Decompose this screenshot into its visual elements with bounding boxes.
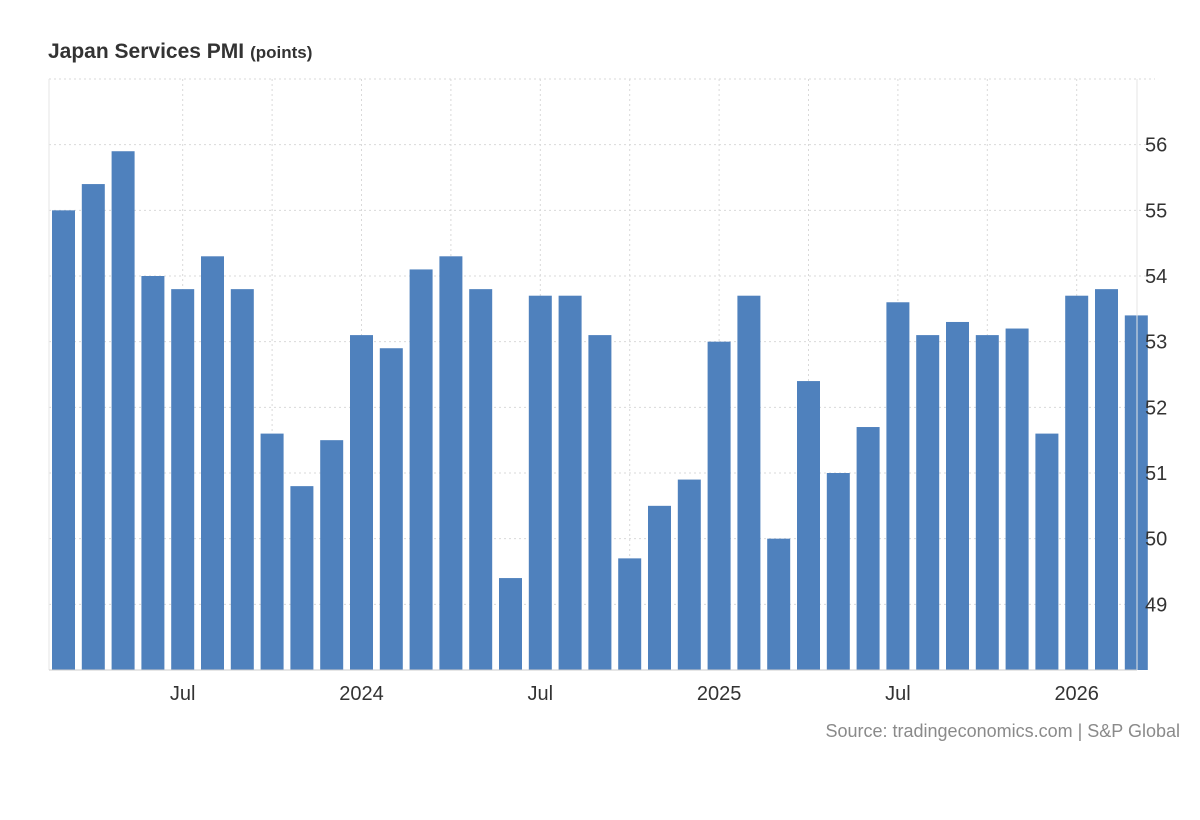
bar-2024-03 <box>409 269 433 670</box>
x-tick-label: Jul <box>170 683 196 705</box>
bar-2024-07 <box>528 295 552 670</box>
bars-group <box>52 151 1148 671</box>
bar-2024-09 <box>588 335 612 670</box>
bar-2023-11 <box>290 486 314 670</box>
x-tick-label: Jul <box>885 683 911 705</box>
bar-2023-04 <box>81 184 105 671</box>
x-tick-labels: Jul 2024 Jul 2025 Jul 2026 <box>170 683 1099 705</box>
bar-2024-12 <box>677 479 701 670</box>
bar-2024-02 <box>379 348 403 670</box>
bar-2025-07 <box>886 302 910 670</box>
bar-2026-03 <box>1124 315 1148 670</box>
bar-2025-05 <box>826 473 850 670</box>
x-tick-label: Jul <box>528 683 554 705</box>
bar-2026-01 <box>1065 295 1089 670</box>
bar-2024-04 <box>439 256 463 670</box>
bar-2023-05 <box>111 151 135 670</box>
axes-group <box>48 79 1138 671</box>
bar-2023-12 <box>320 440 344 670</box>
bar-2025-06 <box>856 427 880 670</box>
x-tick-label: 2026 <box>1054 683 1099 705</box>
bar-2025-08 <box>916 335 940 670</box>
chart-unit: (points) <box>250 43 313 62</box>
chart-title: Japan Services PMI <box>48 40 245 63</box>
chart-title-block: Japan Services PMI (points) <box>48 40 312 64</box>
bar-2026-02 <box>1095 289 1118 670</box>
bar-2023-03 <box>52 210 75 671</box>
bar-2023-06 <box>141 276 165 670</box>
bar-2025-01 <box>707 341 731 670</box>
source-credit: Source: tradingeconomics.com | S&P Globa… <box>825 721 1180 741</box>
x-tick-label: 2024 <box>339 683 384 705</box>
bar-2025-10 <box>975 335 999 670</box>
y-tick-label: 50 <box>1145 529 1167 551</box>
y-tick-label: 51 <box>1145 463 1167 485</box>
bar-2025-11 <box>1005 328 1029 670</box>
bar-2025-09 <box>946 321 969 670</box>
bar-2024-08 <box>558 295 582 670</box>
y-tick-label: 53 <box>1145 332 1167 354</box>
bar-2025-03 <box>767 538 791 670</box>
bar-2023-08 <box>201 256 224 670</box>
bar-2023-10 <box>260 433 284 670</box>
bar-2024-10 <box>618 558 642 670</box>
bar-2024-01 <box>350 335 373 670</box>
bar-2023-07 <box>171 289 195 670</box>
bar-2025-12 <box>1035 433 1059 670</box>
y-tick-label: 49 <box>1145 594 1167 616</box>
bar-2025-04 <box>797 381 820 670</box>
y-tick-labels: 49 50 51 52 53 54 55 56 <box>1145 135 1167 617</box>
y-tick-label: 52 <box>1145 397 1167 419</box>
bar-2023-09 <box>230 289 254 670</box>
bar-2024-11 <box>648 505 671 670</box>
y-tick-label: 54 <box>1145 266 1167 288</box>
bar-2025-02 <box>737 295 761 670</box>
bar-2024-06 <box>499 578 522 670</box>
x-tick-label: 2025 <box>697 683 742 705</box>
y-tick-label: 56 <box>1145 135 1167 157</box>
bar-2024-05 <box>469 289 493 670</box>
y-tick-label: 55 <box>1145 200 1167 222</box>
